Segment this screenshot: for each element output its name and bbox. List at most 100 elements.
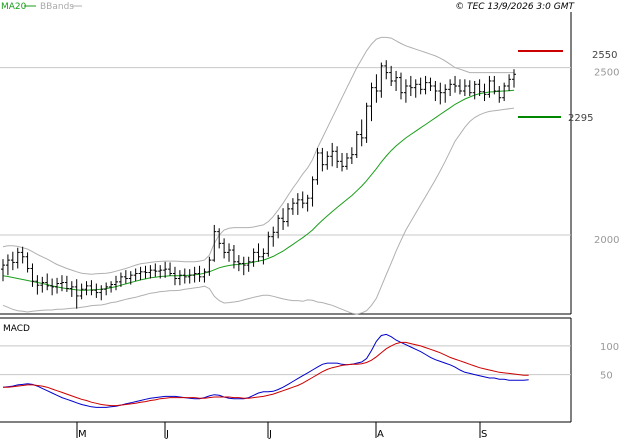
price-levels bbox=[518, 50, 563, 118]
ohlc-bar bbox=[128, 271, 133, 285]
ohlc-bar bbox=[89, 280, 94, 296]
ohlc-bar bbox=[246, 256, 251, 272]
macd-lines bbox=[2, 333, 529, 408]
ohlc-bar bbox=[389, 65, 394, 86]
ohlc-bar bbox=[256, 243, 261, 262]
ohlc-bar bbox=[364, 102, 369, 143]
ohlc-bar bbox=[423, 75, 428, 95]
ohlc-bar bbox=[227, 243, 232, 262]
ohlc-bar bbox=[177, 270, 182, 286]
ohlc-bar bbox=[55, 277, 60, 294]
source-timestamp: © TEC 13/9/2026 3:0 GMT bbox=[455, 2, 575, 12]
ohlc-bar bbox=[310, 176, 315, 207]
bbands-legend-label: BBands bbox=[40, 2, 74, 12]
ohlc-bar bbox=[222, 238, 227, 259]
y-axis-labels: 2000 2500 100 50 bbox=[594, 68, 619, 382]
ohlc-bar bbox=[433, 80, 438, 102]
ohlc-bar bbox=[99, 285, 104, 301]
ohlc-bar bbox=[202, 268, 207, 283]
ohlc-bar bbox=[133, 268, 138, 282]
ohlc-bar bbox=[408, 75, 413, 97]
support-label: 2295 bbox=[568, 113, 593, 124]
ohlc-bar bbox=[64, 275, 69, 292]
ohlc-bar bbox=[285, 203, 290, 227]
ohlc-bar bbox=[507, 74, 512, 92]
ohlc-bar bbox=[84, 281, 89, 296]
ohlc-bar bbox=[5, 254, 10, 276]
ma-legend-label: MA20 bbox=[1, 2, 27, 12]
ohlc-bar bbox=[192, 266, 197, 283]
ohlc-bar bbox=[482, 83, 487, 102]
ohlc-bar bbox=[231, 245, 236, 269]
ohlc-bar bbox=[467, 80, 472, 97]
ohlc-bar bbox=[281, 208, 286, 230]
resistance-label: 2550 bbox=[592, 50, 617, 61]
ohlc-bar bbox=[428, 77, 433, 92]
ohlc-bar bbox=[158, 265, 163, 279]
ohlc-bar bbox=[315, 147, 320, 185]
ohlc-bar bbox=[266, 231, 271, 257]
ohlc-bar bbox=[50, 278, 55, 296]
ohlc-bar bbox=[295, 193, 300, 215]
ohlc-bar bbox=[394, 70, 399, 92]
ohlc-bar bbox=[30, 263, 35, 287]
macd-line bbox=[2, 333, 529, 408]
ohlc-bar bbox=[212, 224, 217, 262]
price-y-tick-label: 2500 bbox=[594, 68, 619, 79]
ohlc-bar bbox=[25, 252, 30, 273]
x-axis-tick-label: S bbox=[481, 429, 487, 440]
ohlc-bar bbox=[497, 85, 502, 103]
macd-y-tick-label: 50 bbox=[600, 371, 613, 382]
ohlc-bar bbox=[118, 272, 123, 287]
ohlc-bar bbox=[79, 283, 84, 300]
ohlc-bar bbox=[241, 256, 246, 276]
price-y-tick-label: 2000 bbox=[594, 235, 619, 246]
ohlc-bar bbox=[443, 84, 448, 103]
x-axis-tick-label: M bbox=[78, 429, 87, 440]
x-axis-tick-label: A bbox=[377, 429, 384, 440]
ohlc-bar bbox=[359, 119, 364, 147]
ohlc-bar bbox=[335, 146, 340, 169]
ohlc-bar bbox=[1, 259, 5, 282]
ohlc-bar bbox=[123, 270, 128, 284]
signal-line bbox=[3, 341, 529, 407]
ohlc-bar bbox=[261, 248, 266, 265]
bbands-upper-line bbox=[2, 36, 514, 275]
ohlc-bar bbox=[35, 275, 40, 295]
ohlc-bar bbox=[187, 269, 192, 284]
ohlc-bar bbox=[502, 82, 507, 102]
ohlc-bar bbox=[403, 79, 408, 103]
ohlc-bar bbox=[300, 191, 305, 209]
ohlc-bar bbox=[251, 248, 256, 267]
ohlc-bar bbox=[462, 79, 467, 97]
ohlc-bar bbox=[276, 214, 281, 239]
ohlc-bar bbox=[104, 282, 109, 296]
ohlc-bar bbox=[438, 82, 443, 105]
ohlc-bar bbox=[207, 256, 212, 276]
ohlc-bar bbox=[492, 75, 497, 95]
ohlc-bar bbox=[59, 275, 64, 292]
x-axis-tick-label: J bbox=[165, 429, 169, 440]
ohlc-bar bbox=[477, 79, 482, 97]
ohlc-bar bbox=[182, 268, 187, 284]
ohlc-bar bbox=[143, 265, 148, 279]
ohlc-bar bbox=[74, 279, 79, 309]
ohlc-bar bbox=[153, 263, 158, 277]
x-axis-tick-label: J bbox=[268, 429, 272, 440]
ohlc-bar bbox=[148, 265, 153, 279]
price-panel bbox=[0, 12, 571, 314]
ohlc-bar bbox=[20, 246, 25, 264]
ohlc-bar bbox=[40, 276, 45, 293]
ohlc-bar bbox=[398, 72, 403, 100]
ohlc-bar bbox=[236, 255, 241, 272]
ohlc-bar bbox=[374, 74, 379, 103]
ohlc-bar bbox=[369, 82, 374, 122]
ohlc-bar bbox=[453, 75, 458, 93]
ohlc-bar bbox=[320, 147, 325, 172]
ohlc-bar bbox=[472, 80, 477, 100]
ohlc-bar bbox=[197, 265, 202, 282]
price-gridlines bbox=[0, 67, 571, 236]
ohlc-bar bbox=[114, 275, 119, 291]
